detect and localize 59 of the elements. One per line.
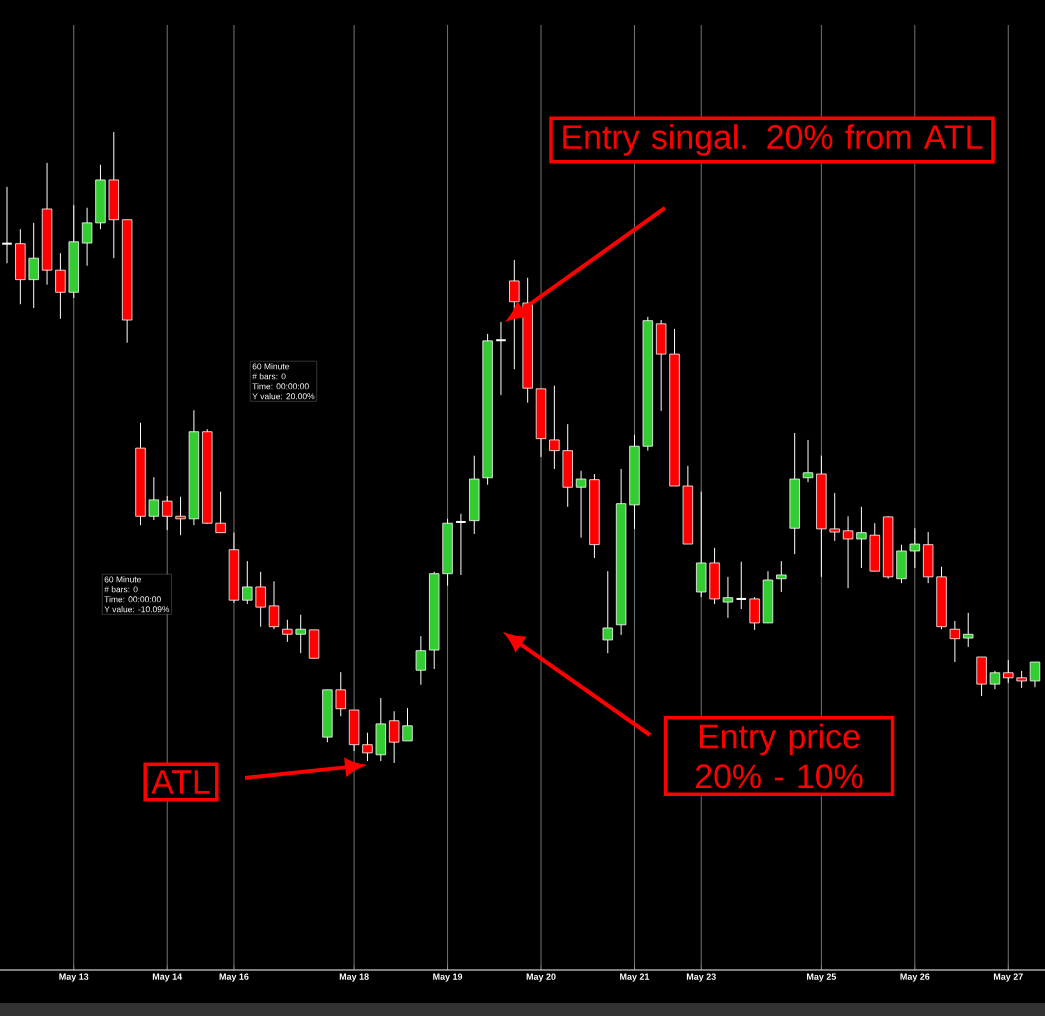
annotation: Time: 00:00:00 <box>252 383 309 390</box>
candlestick <box>842 515 854 589</box>
x-tick-label: May 20 <box>526 973 556 982</box>
candlestick <box>455 513 467 576</box>
text: ATL <box>151 770 210 794</box>
annotation: 60 Minute <box>104 576 141 583</box>
candlestick <box>388 710 400 764</box>
candlestick <box>295 614 306 654</box>
x-tick-label: May 27 <box>993 973 1023 982</box>
candlestick <box>802 439 814 483</box>
candlestick <box>148 476 160 521</box>
candlestick <box>856 506 867 569</box>
x-tick-label: May 25 <box>807 973 837 982</box>
x-tick-label: May 13 <box>59 973 89 982</box>
candlestick <box>963 612 974 648</box>
annotation: Time: 00:00:00 <box>104 596 161 603</box>
candlestick <box>549 385 560 470</box>
candlestick <box>1 186 13 264</box>
candlestick <box>81 207 93 267</box>
candlestick <box>575 470 587 539</box>
x-tick-label: May 26 <box>900 973 930 982</box>
x-tick-label: May 18 <box>339 973 369 982</box>
candlestick <box>162 495 173 531</box>
x-tick-label: May 14 <box>152 973 183 982</box>
candlestick <box>722 576 734 619</box>
candlestick <box>1029 661 1041 688</box>
x-tick-label: May 16 <box>219 973 249 982</box>
candlestick <box>335 671 346 717</box>
x-tick-label: May 23 <box>686 973 716 982</box>
candlestick <box>55 252 66 320</box>
annotation: Y value: -10.09% <box>104 606 170 613</box>
candlestick <box>175 496 186 536</box>
x-tick-label: May 21 <box>620 973 650 982</box>
candlestick <box>776 560 787 593</box>
candlestick <box>949 620 961 663</box>
candlestick <box>362 732 373 762</box>
candlestick <box>402 707 413 742</box>
candlestick <box>829 492 840 542</box>
candlestick <box>749 596 760 631</box>
candlestick <box>735 561 748 610</box>
candlestick <box>415 635 427 686</box>
candlestick <box>255 571 266 628</box>
candlestick <box>989 670 1001 690</box>
candlestick <box>268 580 280 630</box>
candlestick <box>495 321 507 396</box>
candlestick <box>909 527 921 569</box>
candlestick <box>1003 659 1014 684</box>
candlestick <box>242 560 253 605</box>
annotation: # bars: 0 <box>252 373 286 380</box>
candlestick <box>602 570 613 654</box>
candlestick <box>282 619 293 643</box>
annotation: Entry singal. 20% from ATL <box>563 124 983 156</box>
annotation: 60 Minute <box>252 363 289 370</box>
annotation: Entry price 20% - 10% <box>696 723 863 789</box>
annotation: Y value: 20.00% <box>252 393 315 400</box>
x-tick-label: May 19 <box>433 973 463 982</box>
candlestick <box>215 491 226 534</box>
candlestick <box>28 222 39 309</box>
annotation: # bars: 0 <box>104 586 138 593</box>
